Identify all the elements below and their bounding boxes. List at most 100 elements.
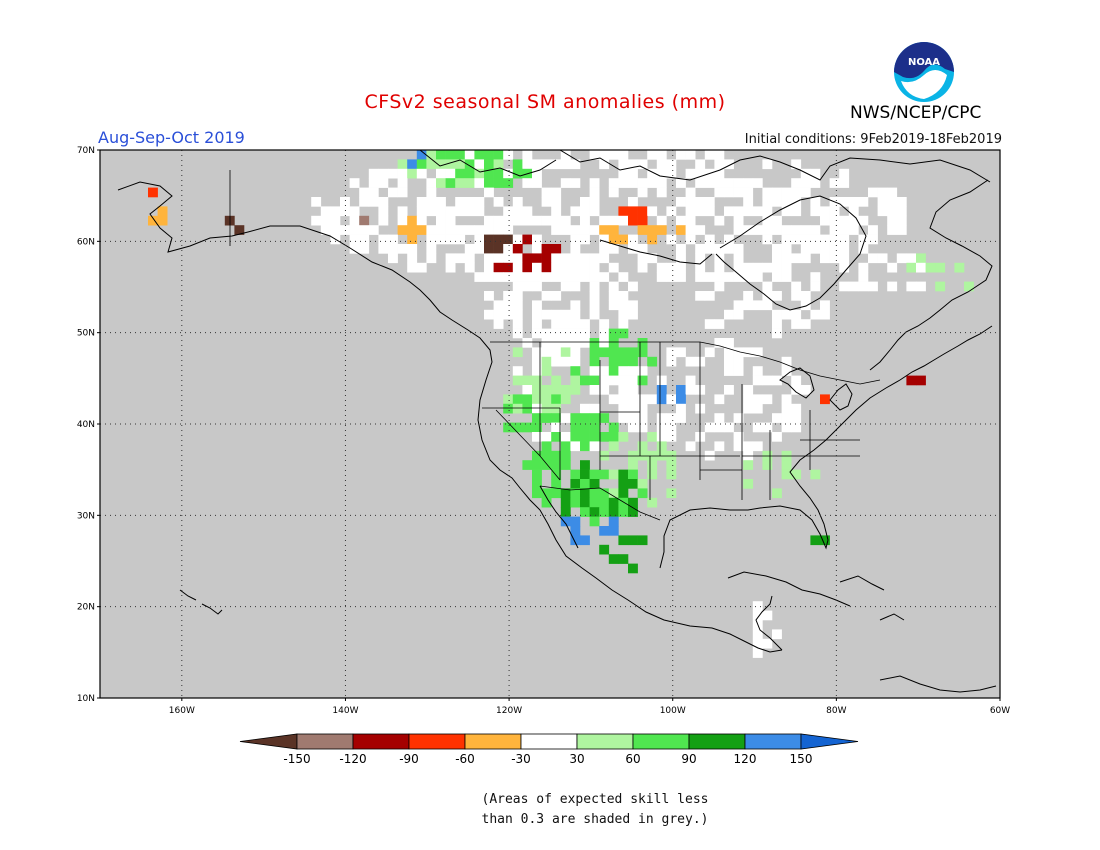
anomaly-cell: [868, 225, 878, 235]
anomaly-cell: [474, 168, 485, 179]
anomaly-cell: [560, 309, 571, 320]
anomaly-cell: [800, 300, 811, 311]
anomaly-cell: [551, 413, 562, 423]
anomaly-cell: [656, 187, 667, 198]
anomaly-cell: [551, 479, 562, 489]
anomaly-cell: [676, 385, 686, 395]
anomaly-cell: [906, 281, 917, 292]
anomaly-cell: [551, 338, 562, 348]
anomaly-cell: [791, 187, 802, 198]
anomaly-cell: [570, 159, 581, 170]
anomaly-cell: [656, 150, 667, 160]
map-title: CFSv2 seasonal SM anomalies (mm): [364, 91, 726, 113]
anomaly-cell: [570, 385, 581, 395]
anomaly-cell: [599, 507, 610, 517]
anomaly-cell: [618, 394, 629, 405]
anomaly-cell: [618, 215, 629, 226]
anomaly-cell: [676, 197, 686, 207]
anomaly-cell: [541, 338, 552, 348]
anomaly-cell: [580, 272, 590, 282]
anomaly-cell: [733, 272, 744, 282]
anomaly-cell: [512, 262, 523, 273]
anomaly-cell: [656, 422, 667, 433]
anomaly-cell: [724, 309, 734, 320]
anomaly-cell: [397, 159, 408, 170]
anomaly-cell: [628, 422, 638, 433]
anomaly-cell: [608, 507, 619, 517]
anomaly-cell: [436, 215, 446, 226]
latitude-label: 20N: [77, 603, 95, 613]
anomaly-cell: [676, 403, 686, 414]
anomaly-cell: [407, 159, 418, 170]
anomaly-cell: [628, 300, 638, 311]
anomaly-cell: [493, 225, 504, 235]
anomaly-cell: [781, 262, 792, 273]
anomaly-cell: [656, 262, 667, 273]
anomaly-cell: [608, 422, 619, 433]
anomaly-cell: [570, 319, 581, 329]
anomaly-cell: [570, 535, 581, 546]
anomaly-cell: [772, 262, 782, 273]
anomaly-cell: [532, 450, 542, 461]
anomaly-cell: [580, 488, 590, 499]
anomaly-cell: [752, 178, 763, 188]
anomaly-cell: [628, 159, 638, 170]
colorbar-tick-label: -90: [399, 752, 419, 766]
anomaly-cell: [762, 187, 773, 198]
anomaly-cell: [455, 159, 466, 170]
anomaly-cell: [589, 366, 600, 376]
anomaly-cell: [580, 497, 590, 508]
anomaly-cell: [704, 272, 715, 282]
anomaly-cell: [724, 206, 734, 217]
anomaly-cell: [762, 234, 773, 245]
anomaly-cell: [532, 432, 542, 442]
anomaly-cell: [599, 497, 610, 508]
anomaly-cell: [541, 497, 552, 508]
anomaly-cell: [676, 272, 686, 282]
anomaly-cell: [733, 413, 744, 423]
anomaly-cell: [522, 394, 533, 405]
anomaly-cell: [800, 291, 811, 301]
anomaly-cell: [743, 187, 754, 198]
anomaly-cell: [820, 300, 830, 311]
anomaly-cell: [628, 460, 638, 470]
anomaly-cell: [541, 272, 552, 282]
anomaly-cell: [464, 262, 475, 273]
anomaly-cell: [628, 215, 638, 226]
anomaly-cell: [628, 206, 638, 217]
colorbar-tick-label: -120: [339, 752, 366, 766]
anomaly-cell: [436, 150, 446, 160]
anomaly-cell: [503, 262, 514, 273]
anomaly-cell: [628, 375, 638, 386]
anomaly-cell: [503, 422, 514, 433]
anomaly-cell: [416, 262, 427, 273]
anomaly-cell: [887, 225, 898, 235]
caption-line-2: than 0.3 are shaded in grey.): [481, 812, 709, 827]
anomaly-cell: [551, 375, 562, 386]
anomaly-cell: [560, 432, 571, 442]
anomaly-cell: [589, 422, 600, 433]
anomaly-cell: [647, 206, 658, 217]
anomaly-cell: [522, 150, 533, 160]
anomaly-cell: [637, 338, 648, 348]
anomaly-cell: [743, 178, 754, 188]
anomaly-cell: [858, 215, 869, 226]
anomaly-cell: [676, 347, 686, 358]
axis-labels: 70N 60N 50N 40N 30N 20N 10N 160W 140W 120W 100W 80W…: [77, 146, 1010, 716]
anomaly-cell: [618, 234, 629, 245]
anomaly-cell: [436, 206, 446, 217]
anomaly-cell: [551, 347, 562, 358]
anomaly-cell: [733, 178, 744, 188]
anomaly-cell: [560, 385, 571, 395]
anomaly-cell: [589, 516, 600, 527]
anomaly-cell: [743, 206, 754, 217]
anomaly-cell: [743, 385, 754, 395]
longitude-label: 120W: [496, 706, 522, 716]
anomaly-cell: [656, 159, 667, 170]
anomaly-cell: [522, 206, 533, 217]
anomaly-cell: [551, 460, 562, 470]
anomaly-cell: [906, 375, 917, 386]
anomaly-cell: [532, 319, 542, 329]
anomaly-cell: [426, 187, 437, 198]
